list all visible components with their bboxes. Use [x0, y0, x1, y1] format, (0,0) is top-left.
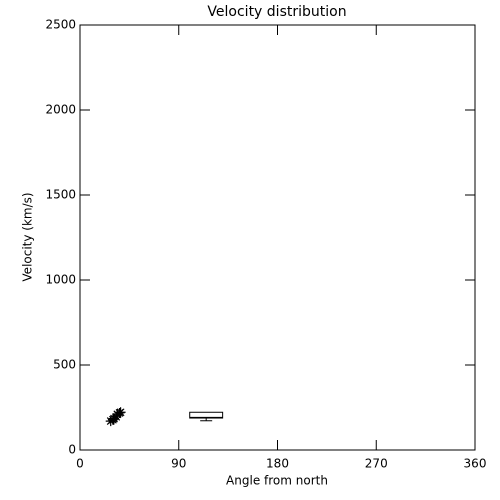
x-tick-label: 90: [171, 457, 186, 471]
x-axis-label: Angle from north: [226, 474, 328, 488]
y-tick-label: 1000: [45, 273, 76, 287]
data-point: [115, 407, 126, 418]
x-tick-label: 0: [76, 457, 84, 471]
y-tick-label: 2000: [45, 103, 76, 117]
y-axis-label: Velocity (km/s): [21, 192, 35, 281]
y-tick-label: 500: [53, 358, 76, 372]
plot-frame: [79, 24, 476, 451]
y-tick-label: 1500: [45, 188, 76, 202]
chart-title: Velocity distribution: [207, 4, 346, 20]
x-tick-label: 270: [365, 457, 388, 471]
x-tick-label: 180: [266, 457, 289, 471]
y-tick-label: 0: [68, 443, 76, 457]
y-tick-label: 2500: [45, 18, 76, 32]
x-tick-label: 360: [464, 457, 487, 471]
data-point: [111, 411, 122, 422]
